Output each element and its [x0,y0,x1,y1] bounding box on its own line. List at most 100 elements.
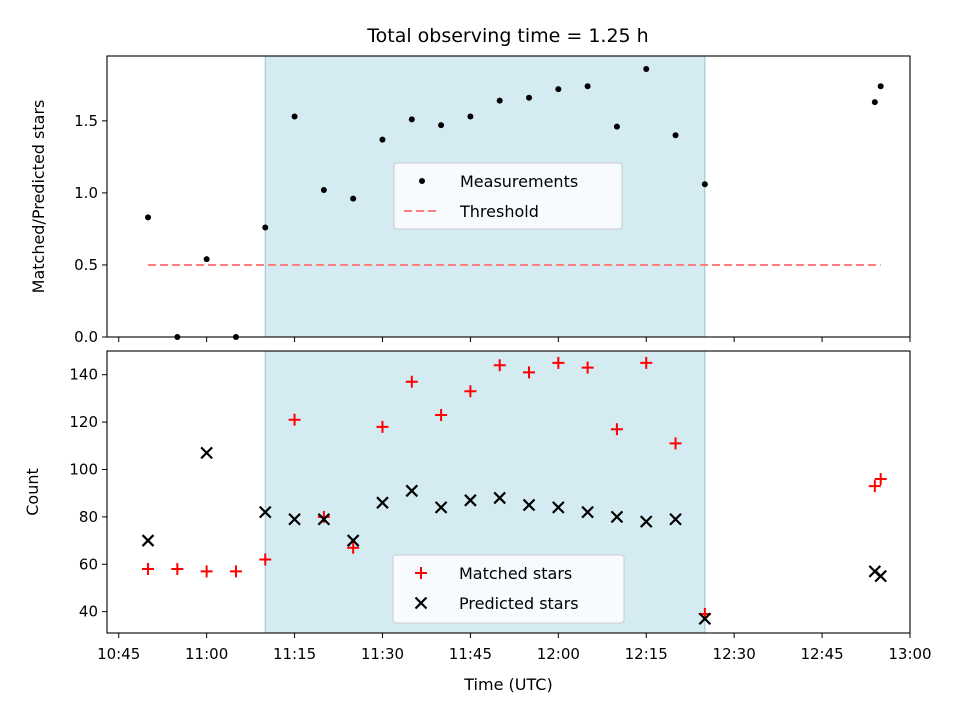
axes-frame [106,350,911,634]
matched-star-point [581,361,594,374]
predicted-star-point [581,505,594,519]
predicted-star-point [874,569,887,583]
measurement-point [291,113,298,120]
predicted-star-point [376,496,389,509]
matched-star-point [640,356,653,369]
matched-star-point [376,420,389,433]
measurement-point [871,99,878,106]
measurement-point [320,187,327,194]
y-axis-label: Count [23,468,42,516]
measurement-point [584,83,591,90]
measurement-point [438,122,445,129]
x-tick-label: 10:45 [97,645,140,663]
measurement-point [613,123,620,130]
predicted-star-point [639,515,653,528]
matched-star-point [142,563,155,576]
y-tick-label: 1.0 [74,184,98,202]
matched-star-point [435,408,448,421]
legend-label: Measurements [460,172,578,191]
legend-measurement-swatch [419,178,425,184]
legend-label: Predicted stars [459,594,579,613]
y-tick-label: 0.5 [74,256,98,274]
matched-star-point [464,385,477,398]
x-tick-label: 11:00 [185,645,228,663]
legend-matched-swatch [415,567,427,579]
y-tick-label: 40 [79,603,98,621]
y-tick-label: 80 [79,508,98,526]
measurement-point [350,195,357,202]
legend-label: Threshold [459,202,539,221]
measurement-point [496,97,503,104]
x-tick-label: 11:30 [361,645,404,663]
x-tick-label: 12:30 [713,645,756,663]
legend-label: Matched stars [459,564,572,583]
measurement-point [203,256,210,263]
predicted-star-point [317,512,331,526]
measurement-point [555,86,562,93]
legend-box [392,554,625,624]
predicted-star-point [610,510,624,524]
matched-star-point [288,413,301,426]
predicted-star-point [434,501,448,514]
matched-star-point [552,356,565,369]
legend-predicted-swatch [414,596,428,610]
measurement-point [877,83,884,90]
y-tick-label: 0.0 [74,328,98,346]
measurement-point [467,113,474,120]
measurement-point [643,65,650,72]
predicted-star-point [669,512,682,526]
legend-box [393,162,623,230]
x-tick-label: 11:15 [273,645,316,663]
measurement-point [526,94,533,101]
measurement-point [672,132,679,139]
predicted-star-point [464,494,477,507]
y-tick-label: 60 [79,555,98,573]
predicted-star-point [258,505,272,519]
predicted-star-point [552,501,565,514]
predicted-star-point [200,446,213,460]
y-tick-label: 120 [69,413,98,431]
matched-star-point [347,541,360,554]
matched-star-point [874,472,887,485]
predicted-star-point [288,512,301,526]
predicted-star-point [698,612,712,626]
matched-star-point [200,565,213,578]
figure-title: Total observing time = 1.25 h [366,25,648,47]
measurement-point [262,224,269,231]
measurement-point [232,334,239,340]
predicted-star-point [405,484,419,498]
predicted-star-point [522,498,536,512]
y-tick-label: 1.5 [74,112,98,130]
x-tick-label: 12:45 [800,645,843,663]
matched-star-point [259,553,272,566]
predicted-star-point [493,491,506,505]
legend: Measurements Threshold [393,162,623,230]
x-axis-label: Time (UTC) [463,675,552,694]
matched-star-point [405,375,418,388]
x-tick-label: 12:00 [537,645,580,663]
measurement-point [408,116,415,123]
matched-star-point [610,423,623,436]
matched-star-point [317,510,330,523]
measurement-point [701,181,708,188]
measurement-point [145,214,152,221]
x-tick-label: 12:15 [625,645,668,663]
y-tick-label: 100 [69,460,98,478]
predicted-star-point [141,534,155,547]
x-tick-label: 13:00 [888,645,931,663]
x-tick-label: 11:45 [449,645,492,663]
matched-star-point [229,565,242,578]
count-panel: 40 60 80 100 120 140 Count 10:45 11:00 11:15 11:30… [23,350,932,694]
measurement-point [174,334,181,340]
ratio-panel: 0.0 0.5 1.0 1.5 Matched/Predicted stars Measu… [29,55,911,346]
measurement-point [379,136,386,143]
legend: Matched stars Predicted stars [392,554,625,624]
matched-star-point [669,437,682,450]
predicted-star-point [346,534,360,547]
y-tick-label: 140 [69,366,98,384]
y-axis-label: Matched/Predicted stars [29,100,48,294]
matched-star-point [868,480,881,493]
axes-frame [106,55,911,338]
matched-star-point [171,563,184,576]
